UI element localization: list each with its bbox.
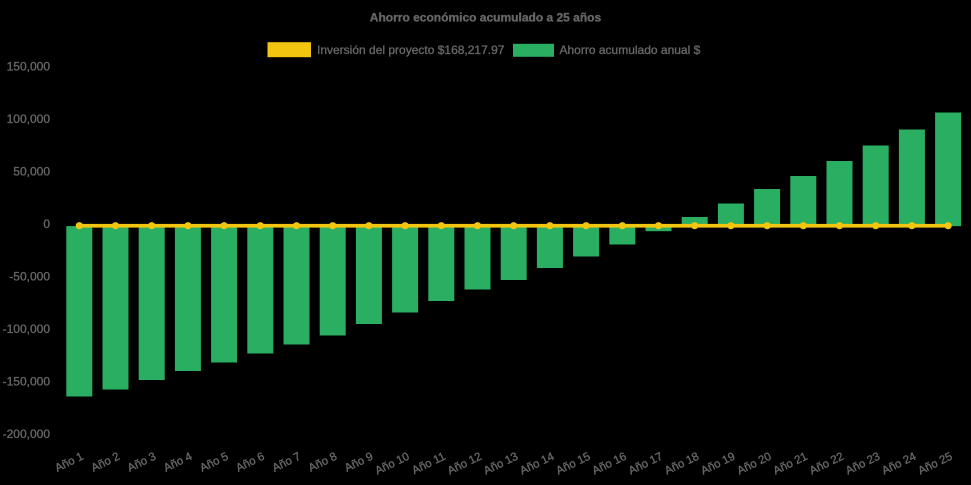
- svg-text:0: 0: [43, 217, 50, 231]
- svg-text:-100,000: -100,000: [3, 322, 51, 336]
- svg-text:150,000: 150,000: [7, 60, 51, 74]
- svg-text:-200,000: -200,000: [3, 427, 51, 441]
- svg-text:-50,000: -50,000: [9, 270, 50, 284]
- svg-text:-150,000: -150,000: [3, 374, 51, 388]
- svg-text:Ahorro económico acumulado a 2: Ahorro económico acumulado a 25 años: [370, 11, 602, 25]
- svg-text:50,000: 50,000: [13, 165, 50, 179]
- svg-text:Inversión del proyecto $168,21: Inversión del proyecto $168,217.97: [317, 43, 505, 57]
- svg-text:Ahorro acumulado anual $: Ahorro acumulado anual $: [560, 43, 701, 57]
- svg-text:100,000: 100,000: [7, 112, 51, 126]
